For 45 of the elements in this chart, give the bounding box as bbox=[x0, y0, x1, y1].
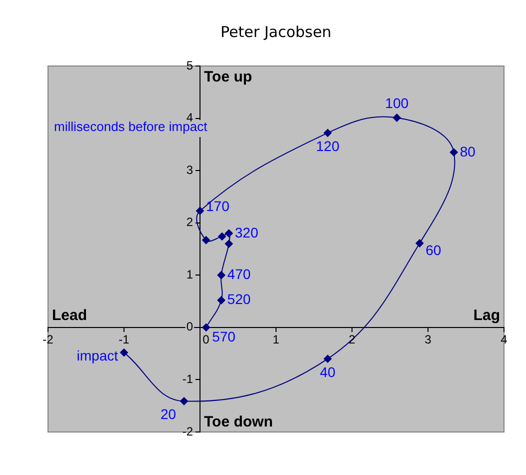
annotation: Toe up bbox=[204, 68, 252, 86]
point bbox=[416, 239, 424, 248]
point bbox=[217, 296, 226, 304]
y-tick-label: -2 bbox=[182, 424, 194, 438]
x-tick-label: 0 bbox=[202, 332, 210, 347]
annotation: 40 bbox=[320, 364, 336, 380]
y-tick-label: 2 bbox=[186, 215, 194, 230]
x-tick-label: 3 bbox=[424, 332, 432, 347]
annotation: 170 bbox=[206, 198, 230, 214]
y-tick-label: 5 bbox=[186, 58, 194, 72]
y-tick-label: 1 bbox=[186, 267, 194, 282]
annotation: impact bbox=[76, 348, 118, 364]
chart-title: Peter Jacobsen bbox=[220, 22, 332, 41]
annotation: 120 bbox=[316, 138, 340, 154]
point bbox=[324, 354, 332, 363]
annotation: Lag bbox=[473, 307, 500, 324]
point bbox=[120, 348, 128, 357]
annotation: 520 bbox=[227, 291, 251, 308]
annotation: 100 bbox=[385, 94, 409, 111]
point bbox=[392, 114, 401, 122]
annotation: Toe down bbox=[204, 414, 273, 431]
x-tick-label: 1 bbox=[272, 332, 280, 347]
annotation: Lead bbox=[52, 307, 88, 324]
point bbox=[202, 323, 210, 332]
point bbox=[180, 397, 188, 406]
point bbox=[196, 206, 204, 215]
point bbox=[217, 271, 226, 280]
point bbox=[224, 229, 233, 238]
point bbox=[202, 236, 210, 244]
annotation: 320 bbox=[234, 224, 258, 240]
annotation: 60 bbox=[426, 242, 442, 258]
point bbox=[224, 240, 233, 248]
point bbox=[324, 128, 332, 137]
x-tick-label: 4 bbox=[500, 332, 508, 347]
x-tick-label: -1 bbox=[118, 332, 130, 347]
annotation: 470 bbox=[227, 266, 251, 282]
annotation: 570 bbox=[212, 328, 236, 344]
x-tick-label: -2 bbox=[42, 332, 54, 347]
point bbox=[450, 148, 458, 156]
point bbox=[218, 232, 226, 240]
y-tick-label: 3 bbox=[186, 162, 194, 177]
y-tick-label: -1 bbox=[182, 372, 194, 386]
annotation: 20 bbox=[160, 406, 176, 422]
annotation: 80 bbox=[460, 143, 476, 160]
y-tick-label: 0 bbox=[186, 320, 194, 334]
